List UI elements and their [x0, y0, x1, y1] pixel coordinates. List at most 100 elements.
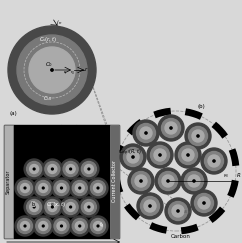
Circle shape	[91, 181, 106, 196]
Circle shape	[131, 172, 151, 191]
Circle shape	[170, 127, 172, 129]
Circle shape	[155, 168, 181, 194]
Circle shape	[36, 218, 51, 234]
Circle shape	[75, 222, 84, 231]
Circle shape	[48, 165, 57, 174]
Circle shape	[188, 175, 200, 187]
Circle shape	[141, 197, 159, 216]
Text: Separator: Separator	[6, 169, 11, 194]
Circle shape	[149, 205, 151, 207]
Circle shape	[52, 168, 53, 170]
Circle shape	[70, 168, 72, 170]
Circle shape	[97, 225, 99, 227]
Circle shape	[135, 175, 147, 187]
Circle shape	[45, 200, 60, 215]
Circle shape	[63, 162, 78, 176]
Circle shape	[24, 197, 44, 217]
Circle shape	[52, 178, 71, 198]
Circle shape	[204, 151, 224, 171]
Circle shape	[79, 225, 81, 227]
Circle shape	[177, 210, 179, 212]
Circle shape	[33, 178, 53, 198]
Circle shape	[154, 149, 166, 161]
Text: $j_n$: $j_n$	[56, 18, 62, 27]
Circle shape	[84, 202, 93, 211]
Circle shape	[133, 120, 159, 146]
Circle shape	[42, 159, 62, 179]
Text: $R_0$: $R_0$	[223, 172, 229, 180]
Text: b: b	[31, 201, 35, 207]
Circle shape	[29, 47, 75, 93]
Circle shape	[120, 144, 146, 170]
Circle shape	[63, 200, 78, 215]
Circle shape	[145, 132, 147, 134]
Circle shape	[88, 178, 108, 198]
Circle shape	[165, 122, 177, 134]
Circle shape	[168, 201, 188, 220]
Circle shape	[57, 222, 66, 231]
Bar	[110, 125, 119, 238]
Text: Current Collector: Current Collector	[112, 160, 117, 202]
Text: $C_s(r,t)$: $C_s(r,t)$	[39, 35, 57, 44]
Circle shape	[158, 115, 184, 141]
Circle shape	[162, 175, 174, 187]
Text: $r$: $r$	[84, 65, 88, 73]
Text: Carbon: Carbon	[171, 234, 191, 238]
Circle shape	[159, 172, 177, 191]
Circle shape	[88, 206, 90, 208]
Circle shape	[17, 181, 32, 196]
Circle shape	[182, 149, 194, 161]
Circle shape	[140, 180, 142, 182]
Text: $x_0$: $x_0$	[113, 242, 121, 243]
Text: $C_{e(p)}(R,t)$: $C_{e(p)}(R,t)$	[118, 148, 142, 158]
Circle shape	[17, 218, 32, 234]
Circle shape	[27, 162, 42, 176]
Circle shape	[79, 159, 99, 179]
Circle shape	[45, 162, 60, 176]
Text: (a): (a)	[9, 111, 17, 115]
Circle shape	[123, 148, 143, 166]
Circle shape	[42, 225, 44, 227]
Circle shape	[144, 200, 156, 212]
Circle shape	[15, 178, 35, 198]
Circle shape	[81, 162, 96, 176]
Circle shape	[184, 172, 204, 191]
Text: e: e	[51, 201, 54, 207]
Circle shape	[191, 190, 217, 216]
Circle shape	[27, 200, 42, 215]
Circle shape	[66, 165, 75, 174]
Circle shape	[185, 123, 211, 149]
Circle shape	[79, 197, 99, 217]
Circle shape	[93, 183, 103, 192]
Circle shape	[132, 156, 134, 158]
Circle shape	[36, 181, 51, 196]
Text: $t_g$: $t_g$	[99, 221, 105, 231]
Circle shape	[195, 193, 213, 212]
Circle shape	[93, 222, 103, 231]
Circle shape	[88, 168, 90, 170]
Circle shape	[97, 187, 99, 189]
Circle shape	[179, 146, 197, 165]
Text: $r_0$: $r_0$	[70, 69, 76, 77]
Circle shape	[51, 69, 53, 71]
Circle shape	[61, 159, 81, 179]
Circle shape	[165, 198, 191, 224]
Circle shape	[128, 168, 154, 194]
Circle shape	[172, 205, 184, 217]
Bar	[4, 125, 119, 238]
Circle shape	[24, 159, 44, 179]
Text: $R$: $R$	[236, 171, 242, 179]
Circle shape	[147, 142, 173, 168]
Circle shape	[140, 127, 152, 139]
Circle shape	[213, 160, 215, 162]
Circle shape	[189, 127, 207, 146]
Circle shape	[70, 178, 90, 198]
Circle shape	[48, 202, 57, 211]
Circle shape	[81, 200, 96, 215]
Circle shape	[192, 130, 204, 142]
Circle shape	[54, 218, 69, 234]
Bar	[4, 125, 13, 238]
Circle shape	[193, 180, 195, 182]
Circle shape	[197, 135, 199, 137]
Circle shape	[187, 154, 189, 156]
